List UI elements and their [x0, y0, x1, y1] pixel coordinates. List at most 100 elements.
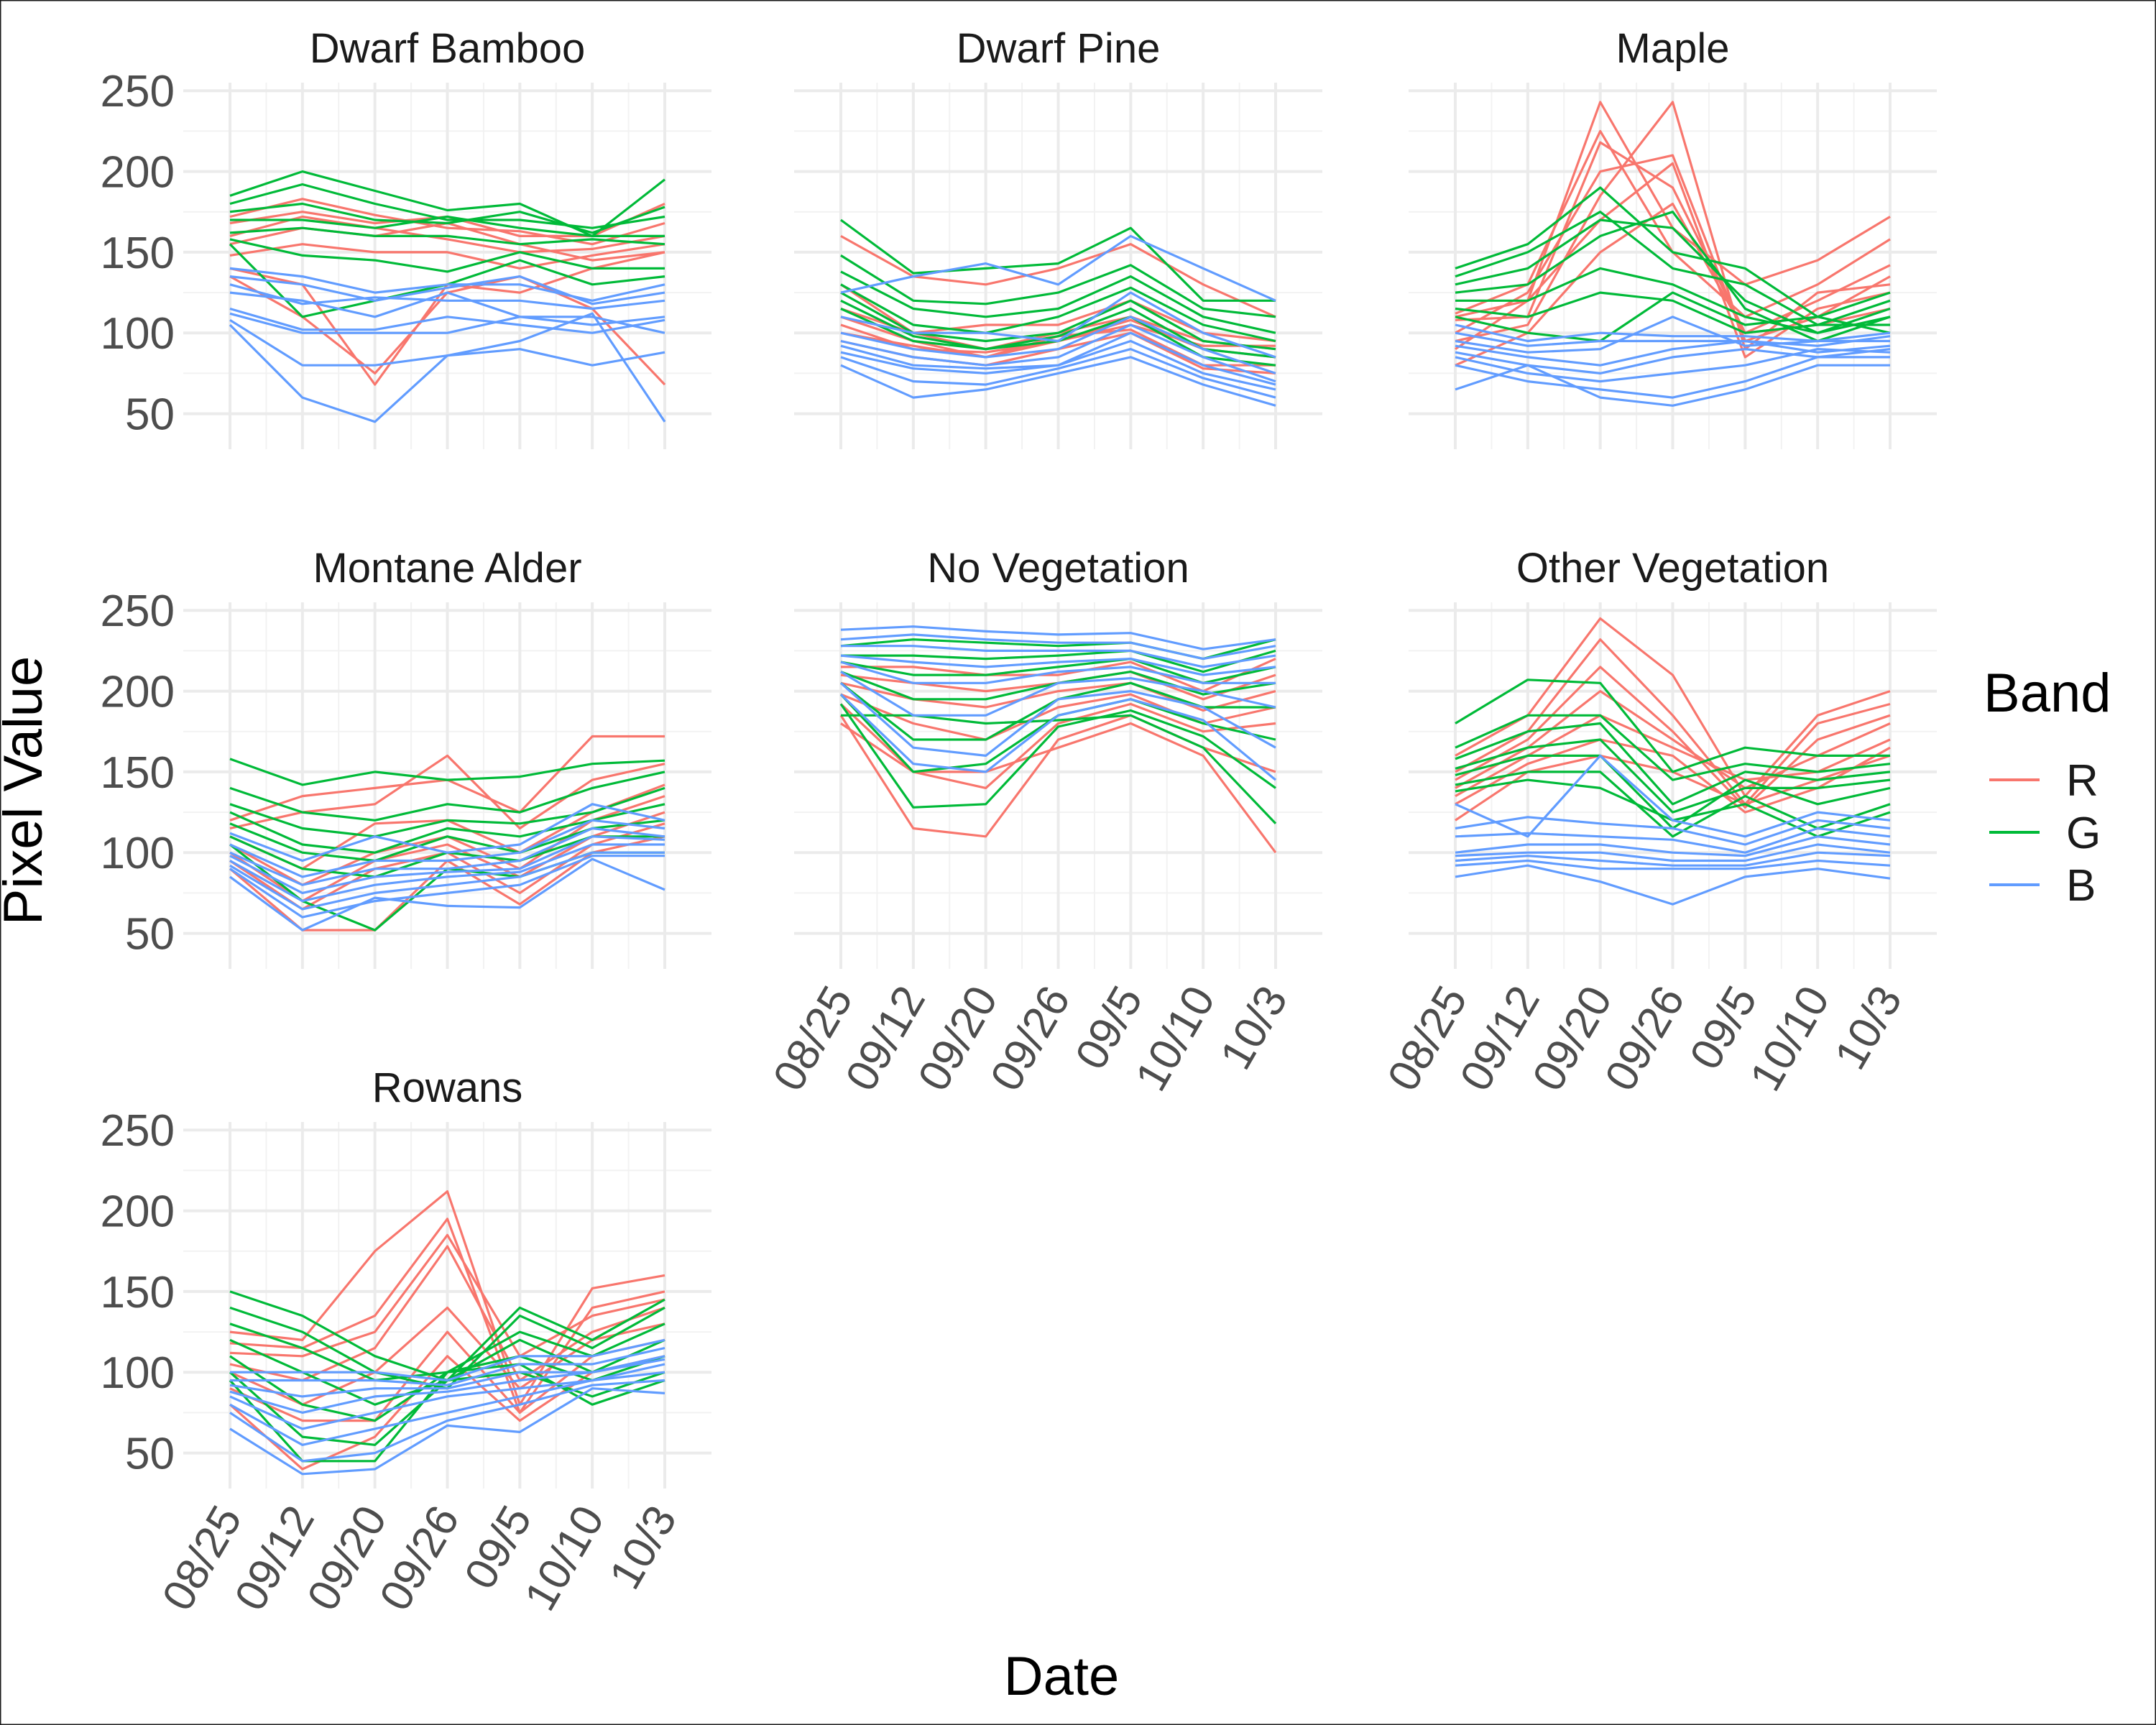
series-line-b — [1455, 356, 1890, 399]
series-line-g — [229, 770, 665, 822]
legend-title: Band — [1984, 663, 2111, 724]
series-line-b — [1455, 843, 1891, 862]
y-tick-label: 100 — [101, 1348, 175, 1398]
series-line-b — [230, 1346, 665, 1386]
series-line-b — [840, 348, 1276, 399]
series-line-g — [840, 254, 1276, 318]
series-line-b — [229, 803, 665, 862]
series-line-g — [229, 202, 665, 234]
facet-title: No Vegetation — [927, 545, 1189, 592]
series-line-g — [229, 226, 665, 246]
series-line-g — [1455, 267, 1891, 334]
series-line-b — [229, 857, 665, 932]
series-line-b — [1455, 851, 1891, 867]
series-line-b — [229, 855, 665, 919]
legend: Band RGB — [1984, 663, 2111, 911]
y-tick-label: 50 — [125, 910, 175, 960]
series-line-g — [1455, 678, 1890, 773]
series-line-b — [229, 275, 665, 305]
series-line-b — [840, 661, 1276, 684]
series-line-b — [840, 234, 1276, 302]
series-line-b — [230, 1338, 665, 1382]
series-line-b — [840, 356, 1276, 407]
series-line-r — [229, 1233, 665, 1358]
series-line-b — [229, 851, 665, 911]
series-line-b — [1455, 316, 1890, 354]
series-line-g — [1455, 722, 1891, 806]
y-tick-label: 250 — [101, 1106, 175, 1156]
series-line-r — [1455, 101, 1891, 351]
series-line-r — [229, 198, 665, 246]
series-line-b — [229, 312, 666, 423]
legend-label: B — [2066, 861, 2096, 911]
facet-panel: Montane Alder 50 100 150 200 250 — [101, 545, 711, 969]
y-tick-label: 150 — [101, 748, 175, 798]
series-line-g — [839, 703, 1276, 809]
y-tick-label: 200 — [101, 1187, 175, 1237]
y-tick-label: 150 — [101, 1268, 175, 1317]
series-line-b — [840, 671, 1276, 717]
legend-label: G — [2066, 809, 2101, 858]
y-tick-label: 200 — [101, 668, 175, 717]
series-line-b — [1455, 348, 1891, 383]
y-tick-label: 150 — [101, 229, 175, 278]
series-line-b — [840, 625, 1276, 650]
series-line-b — [840, 654, 1276, 676]
series-line-b — [1455, 827, 1891, 854]
facet-title: Rowans — [372, 1064, 523, 1111]
series-line-b — [229, 827, 665, 886]
facet-title: Montane Alder — [313, 545, 581, 592]
series-line-r — [229, 1190, 665, 1406]
x-axis-label: Date — [1004, 1646, 1120, 1707]
series-line-b — [1455, 835, 1891, 857]
facet-panel: Maple — [1409, 25, 1937, 449]
series-line-b — [229, 1387, 665, 1476]
series-line-b — [841, 645, 1276, 668]
series-line-b — [229, 1371, 665, 1446]
series-line-b — [1455, 754, 1891, 838]
y-axis-label: Pixel Value — [0, 656, 54, 926]
series-line-b — [229, 1358, 665, 1414]
legend-label: R — [2066, 756, 2099, 806]
y-tick-label: 250 — [101, 586, 175, 636]
series-line-b — [840, 316, 1276, 374]
facet-panel: Dwarf Bamboo 50 100 150 200 250 — [101, 25, 711, 449]
series-line-g — [1455, 738, 1891, 814]
series-line-g — [230, 215, 665, 237]
y-tick-label: 250 — [101, 67, 175, 116]
series-line-b — [229, 835, 665, 895]
series-line-b — [229, 307, 665, 334]
y-tick-label: 100 — [101, 309, 175, 359]
facet-title: Maple — [1616, 25, 1730, 72]
series-line-r — [229, 215, 665, 254]
series-line-b — [229, 1379, 665, 1463]
series-line-g — [1455, 291, 1891, 343]
facet-title: Other Vegetation — [1516, 545, 1829, 592]
series-line-g — [229, 238, 665, 273]
series-line-g — [1455, 291, 1890, 334]
series-line-g — [840, 283, 1276, 343]
facet-title: Dwarf Bamboo — [310, 25, 586, 72]
series-line-b — [1455, 331, 1891, 347]
series-line-g — [229, 758, 665, 786]
series-line-r — [229, 243, 665, 270]
series-line-b — [839, 693, 1277, 781]
series-line-g — [229, 183, 665, 229]
series-line-b — [840, 291, 1276, 359]
series-line-b — [229, 267, 665, 302]
y-tick-label: 200 — [101, 148, 175, 198]
facet-title: Dwarf Pine — [957, 25, 1161, 72]
series-line-b — [839, 682, 1276, 758]
series-line-g — [1455, 714, 1891, 781]
series-line-b — [229, 312, 665, 334]
y-tick-label: 50 — [125, 390, 175, 440]
series-line-g — [229, 786, 665, 838]
y-tick-label: 50 — [125, 1430, 175, 1479]
series-line-r — [1455, 666, 1891, 809]
series-line-b — [1455, 364, 1890, 407]
series-line-g — [840, 218, 1276, 302]
series-line-b — [229, 291, 665, 326]
series-line-b — [1455, 816, 1891, 846]
series-line-b — [1455, 859, 1891, 870]
